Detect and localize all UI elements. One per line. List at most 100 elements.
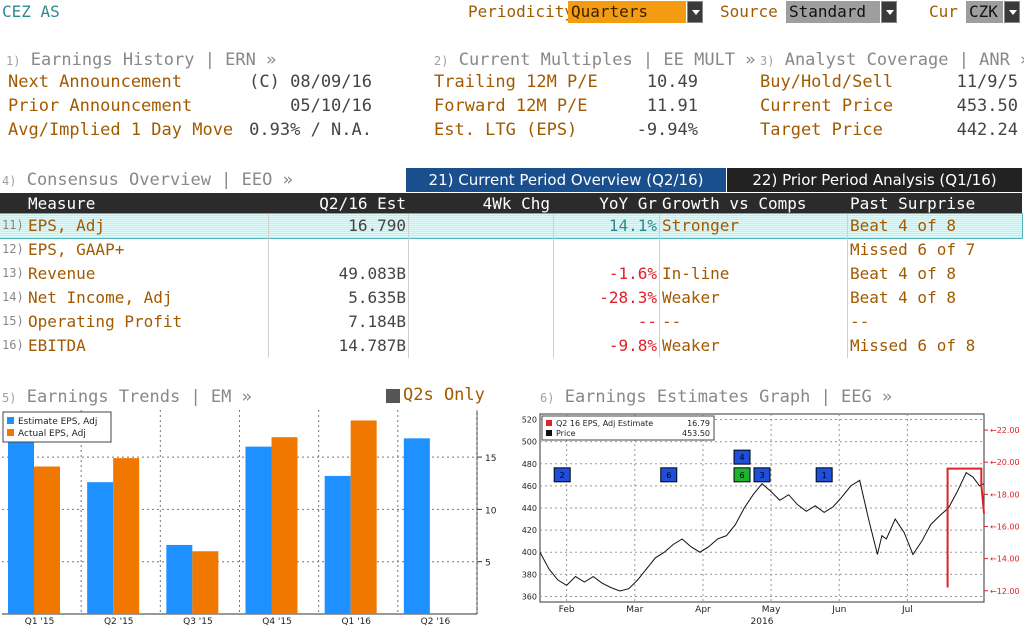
event-marker-box[interactable] [815,467,833,483]
x-tick-label: Q2 '15 [104,617,134,627]
bar-estimate[interactable] [166,544,193,614]
cell-yoy: -28.3% [599,288,657,307]
current-multiples-label: Trailing 12M P/E [434,72,598,92]
y-left-tick-label: 360 [522,592,537,601]
source-dropdown[interactable]: Standard [786,1,880,23]
table-row[interactable]: 15) Operating Profit 7.184B -- -- -- [0,310,1022,334]
event-marker-label: 1 [822,471,827,480]
table-row[interactable]: 14) Net Income, Adj 5.635B -28.3% Weaker Beat… [0,286,1022,310]
q2s-only-label[interactable]: Q2s Only [403,385,485,405]
earnings-graph-header[interactable]: 6) Earnings Estimates Graph | EEG » [540,387,892,407]
cell-surprise: -- [850,312,870,331]
y-right-tick-label: ←14.00 [990,555,1020,564]
event-marker-label: 6 [739,471,744,480]
analyst-coverage-value: 442.24 [956,120,1018,140]
cell-surprise: Missed 6 of 8 [850,336,976,355]
event-marker-box[interactable] [660,467,678,483]
bar-estimate[interactable] [245,446,272,614]
cell-comps: Weaker [662,336,720,355]
y-tick-label: 10 [485,506,497,516]
cell-est: 14.787B [338,336,406,355]
earnings-history-value: (C) 08/09/16 [249,72,372,92]
periodicity-label: Periodicity [468,2,574,21]
bar-estimate[interactable] [324,475,351,614]
cell-chg [410,334,550,358]
col-growth-vs-comps[interactable]: Growth vs Comps [662,194,807,213]
y-left-tick-label: 500 [522,438,537,447]
y-right-tick-label: ←16.00 [990,522,1020,531]
table-row[interactable]: 11) EPS, Adj 16.790 14.1% Stronger Beat 4 of … [0,213,1023,239]
event-marker-box[interactable] [553,467,571,483]
event-marker[interactable]: 6 [660,467,678,483]
bar-actual[interactable] [113,458,140,614]
currency-chevron-down-icon[interactable] [1004,1,1020,23]
event-marker-box[interactable] [753,467,771,483]
cell-est: 16.790 [348,216,406,235]
bar-actual[interactable] [271,437,298,614]
earnings-trends-num: 5) [2,391,17,405]
event-marker-box[interactable] [733,467,751,483]
column-divider [847,214,848,358]
event-marker-box[interactable] [733,449,751,465]
event-marker[interactable]: 1 [815,467,833,483]
event-marker[interactable]: 3 [753,467,771,483]
price-line [539,471,985,592]
consensus-num: 4) [2,174,17,188]
analyst-coverage-label: Target Price [760,120,883,140]
source-chevron-down-icon[interactable] [881,1,897,23]
bar-actual[interactable] [192,551,219,614]
y-right-tick-label: ←20.00 [990,458,1020,467]
y-right-tick-label: ←22.00 [990,426,1020,435]
current-multiples-title: Current Multiples | EE MULT » [458,50,756,70]
current-multiples-header[interactable]: 2) Current Multiples | EE MULT » [434,50,756,70]
q2s-only-checkbox[interactable] [386,389,400,403]
y-tick-label: 15 [485,454,496,464]
y-left-tick-label: 380 [522,570,537,579]
event-marker-label: 6 [666,471,671,480]
periodicity-chevron-down-icon[interactable] [687,1,703,23]
col-est[interactable]: Q2/16 Est [319,194,406,213]
earnings-trends-header[interactable]: 5) Earnings Trends | EM » [2,387,252,407]
table-row[interactable]: 16) EBITDA 14.787B -9.8% Weaker Missed 6 of 8 [0,334,1022,358]
tab-current-period[interactable]: 21) Current Period Overview (Q2/16) [406,168,726,192]
currency-value: CZK [969,2,998,21]
bar-estimate[interactable] [8,436,34,614]
periodicity-dropdown[interactable]: Quarters [568,1,686,23]
source-value: Standard [789,2,867,21]
y-left-tick-label: 420 [522,526,537,535]
cell-est: 49.083B [338,264,406,283]
tab-prior-period[interactable]: 22) Prior Period Analysis (Q1/16) [727,168,1022,192]
earnings-history-value: 0.93% / N.A. [249,120,372,140]
earnings-history-header[interactable]: 1) Earnings History | ERN » [6,50,276,70]
currency-label: Cur [929,2,958,21]
bar-actual[interactable] [34,466,60,614]
bar-estimate[interactable] [403,438,430,614]
x-tick-label: Q3 '15 [183,617,213,627]
cell-chg [410,286,550,310]
event-marker[interactable]: 4 [733,449,751,465]
bar-actual[interactable] [350,420,377,614]
current-multiples-label: Est. LTG (EPS) [434,120,578,140]
analyst-coverage-header[interactable]: 3) Analyst Coverage | ANR » [760,50,1024,70]
column-divider [268,214,269,358]
x-tick-label: May [762,605,781,615]
legend-value: 453.50 [682,429,710,438]
col-past-surprise[interactable]: Past Surprise [850,194,976,213]
cell-chg [410,238,550,262]
cell-measure: EPS, GAAP+ [28,240,125,259]
bar-estimate[interactable] [87,482,114,614]
event-marker[interactable]: 2 [553,467,571,483]
earnings-history-label: Avg/Implied 1 Day Move [8,120,234,140]
cell-yoy: 14.1% [608,216,657,235]
table-row[interactable]: 12) EPS, GAAP+ Missed 6 of 7 [0,238,1022,262]
cell-num: 16) [2,338,24,352]
currency-dropdown[interactable]: CZK [966,1,1003,23]
col-measure[interactable]: Measure [28,194,96,213]
event-marker[interactable]: 6 [733,467,751,483]
consensus-header[interactable]: 4) Consensus Overview | EEO » [2,170,293,190]
cell-measure: Operating Profit [28,312,183,331]
table-row[interactable]: 13) Revenue 49.083B -1.6% In-line Beat 4 of 8 [0,262,1022,286]
col-yoy[interactable]: YoY Gr [599,194,657,213]
current-multiples-value: 11.91 [646,96,698,116]
col-4wk-chg[interactable]: 4Wk Chg [482,194,550,213]
